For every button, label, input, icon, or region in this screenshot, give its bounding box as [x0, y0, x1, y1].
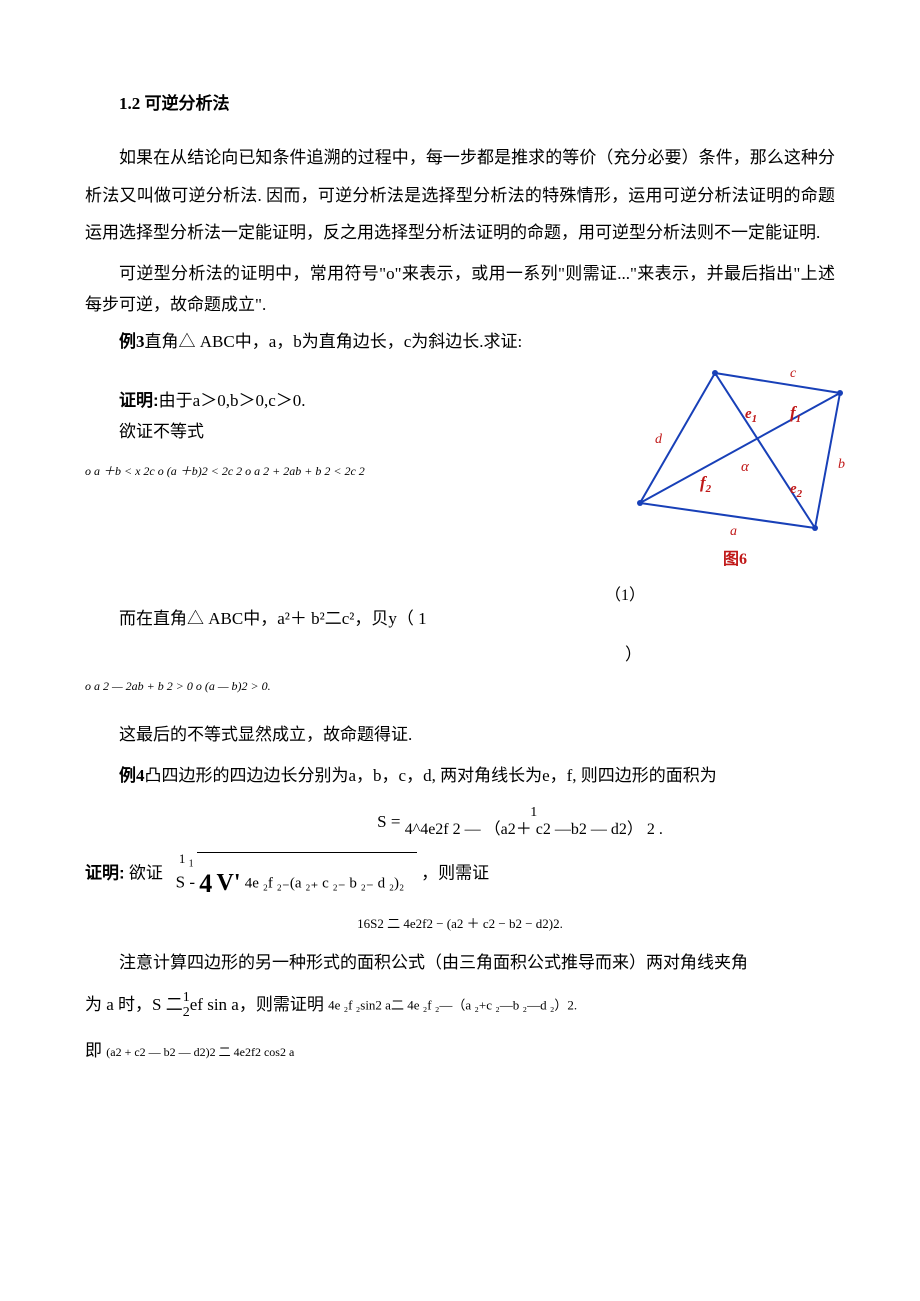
example-4-label: 例4 [119, 766, 145, 785]
proof-4-final-math: (a2 + c2 — b2 — d2)2 二 4e2f2 cos2 a [106, 1045, 294, 1059]
example-3-text: 直角△ ABC中，a，b为直角边长，c为斜边长.求证: [145, 332, 523, 351]
formula-S-numtop: 1 [405, 805, 663, 820]
example-4-text: 凸四边形的四边边长分别为a，b，c，d, 两对角线长为e，f, 则四边形的面积为 [145, 766, 717, 785]
math-chain-2: o a 2 — 2ab + b 2 > 0 o (a — b)2 > 0. [85, 674, 835, 698]
paragraph-2: 可逆型分析法的证明中，常用符号"o"来表示，或用一系列"则需证..."来表示，并… [85, 259, 835, 320]
label-f1: f1 [790, 403, 801, 425]
proof-3-line1: 由于a＞0,b＞0,c＞0. [159, 391, 306, 410]
example-4: 例4凸四边形的四边边长分别为a，b，c，d, 两对角线长为e，f, 则四边形的面… [85, 761, 835, 792]
proof-4-eq-centered: 16S2 二 4e2f2 − (a2 ＋ c2 − b2 − d2)2. [85, 914, 835, 935]
proof-4-head: 证明: 欲证 1 1 S - 4 V' 4e ₂f ₂₋(a ₂₊ c ₂₋ b… [85, 852, 835, 897]
label-a: a [730, 524, 737, 539]
quadrilateral-svg: c b a d e1 f1 f2 e2 α [615, 363, 855, 543]
label-alpha: α [741, 459, 750, 475]
frac-bot: 2 [183, 1005, 190, 1020]
section-title-text: 可逆分析法 [145, 94, 230, 113]
proof-4-para: 注意计算四边形的另一种形式的面积公式（由三角面积公式推导而来）两对角线夹角 [85, 948, 835, 979]
proof-4-final: 即 (a2 + c2 — b2 — d2)2 二 4e2f2 cos2 a [85, 1037, 835, 1064]
proof-4-Sleft: S - [176, 873, 195, 892]
proof-4-angle-math: 4e ₂f ₂sin2 a二 4e ₂f ₂—（a ₂+c ₂—b ₂—d ₂）… [328, 997, 577, 1012]
label-b: b [838, 457, 845, 472]
proof-3-closeparen: ） [625, 641, 835, 668]
proof-4-label: 证明: [85, 864, 125, 883]
formula-S-main: 4^4e2f 2 — （a2＋ c2 —b2 — d2） 2 . [405, 821, 663, 839]
example-3-label: 例3 [119, 332, 145, 351]
formula-S: S = 1 4^4e2f 2 — （a2＋ c2 —b2 — d2） 2 . [85, 805, 835, 838]
proof-4-lead: 欲证 [129, 864, 163, 883]
proof-4-final-head: 即 [85, 1041, 106, 1060]
label-c: c [790, 366, 797, 381]
label-e2: e2 [790, 481, 803, 500]
proof-3-label: 证明: [119, 391, 159, 410]
proof-4-angle-line: 为 a 时，S 二12ef sin a，则需证明 4e ₂f ₂sin2 a二 … [85, 989, 835, 1020]
proof-3-line3: 而在直角△ ABC中，a²＋ b²二c²，贝y（ 1 [85, 604, 835, 635]
proof-3-conclusion: 这最后的不等式显然成立，故命题得证. [85, 720, 835, 751]
frac-top: 1 [183, 990, 190, 1005]
paragraph-1: 如果在从结论向已知条件追溯的过程中，每一步都是推求的等价（充分必要）条件，那么这… [85, 139, 835, 251]
figure-6: c b a d e1 f1 f2 e2 α 图6 [615, 363, 855, 573]
label-d: d [655, 432, 663, 447]
figure-6-caption: 图6 [615, 547, 855, 573]
label-f2: f2 [700, 473, 712, 495]
proof-4-tail: ，则需证 [421, 864, 489, 883]
section-number: 1.2 [119, 94, 140, 113]
proof-4-Smid: 4e ₂f ₂₋(a ₂₊ c ₂₋ b ₂₋ d ₂)₂ [245, 876, 405, 892]
section-header: 1.2 可逆分析法 [85, 90, 835, 117]
example-3: 例3直角△ ABC中，a，b为直角边长，c为斜边长.求证: [85, 327, 835, 358]
